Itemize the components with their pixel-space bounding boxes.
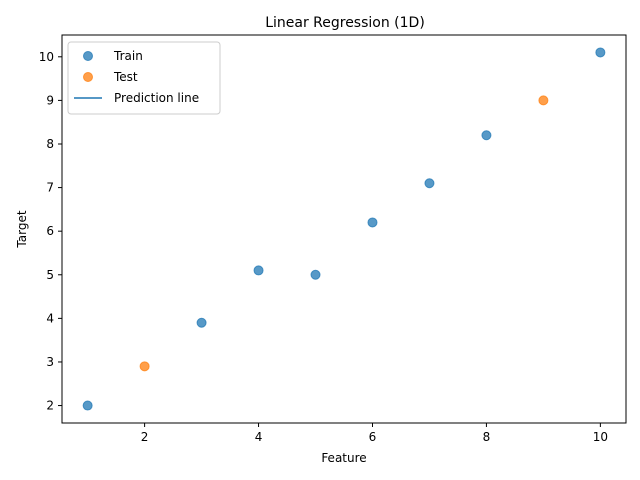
x-tick-label: 2 xyxy=(141,430,149,444)
data-point-train xyxy=(196,317,207,328)
legend-label-prediction-line: Prediction line xyxy=(114,91,199,105)
axes: 2 4 6 8 10 2 3 4 5 6 7 8 9 10 xyxy=(39,50,608,444)
y-tick-label: 7 xyxy=(46,181,54,195)
legend-marker-test xyxy=(83,72,93,82)
y-axis-label: Target xyxy=(15,210,29,248)
data-point-train xyxy=(82,400,93,411)
data-marks xyxy=(82,47,606,411)
y-tick-label: 6 xyxy=(46,224,54,238)
x-tick-label: 6 xyxy=(369,430,377,444)
legend-marker-train xyxy=(83,51,93,61)
y-tick-label: 3 xyxy=(46,355,54,369)
legend: Train Test Prediction line xyxy=(67,41,221,115)
y-tick-label: 4 xyxy=(46,311,54,325)
plot-frame xyxy=(61,34,627,424)
data-point-train xyxy=(481,130,492,141)
data-point-train xyxy=(310,269,321,280)
data-point-test xyxy=(139,361,150,372)
data-point-train xyxy=(595,47,606,58)
data-point-train xyxy=(253,265,264,276)
data-point-train xyxy=(367,217,378,228)
y-tick-label: 2 xyxy=(46,399,54,413)
y-tick-label: 9 xyxy=(46,93,54,107)
data-point-train xyxy=(424,178,435,189)
x-tick-label: 10 xyxy=(593,430,608,444)
y-tick-label: 10 xyxy=(39,50,54,64)
y-tick-label: 8 xyxy=(46,137,54,151)
x-tick-label: 4 xyxy=(255,430,263,444)
data-point-test xyxy=(538,95,549,106)
y-tick-label: 5 xyxy=(46,268,54,282)
legend-label-test: Test xyxy=(113,70,138,84)
x-axis-label: Feature xyxy=(321,451,366,465)
legend-label-train: Train xyxy=(113,49,143,63)
chart-title: Linear Regression (1D) xyxy=(265,15,425,31)
legend-box xyxy=(67,41,221,115)
x-tick-label: 8 xyxy=(483,430,491,444)
